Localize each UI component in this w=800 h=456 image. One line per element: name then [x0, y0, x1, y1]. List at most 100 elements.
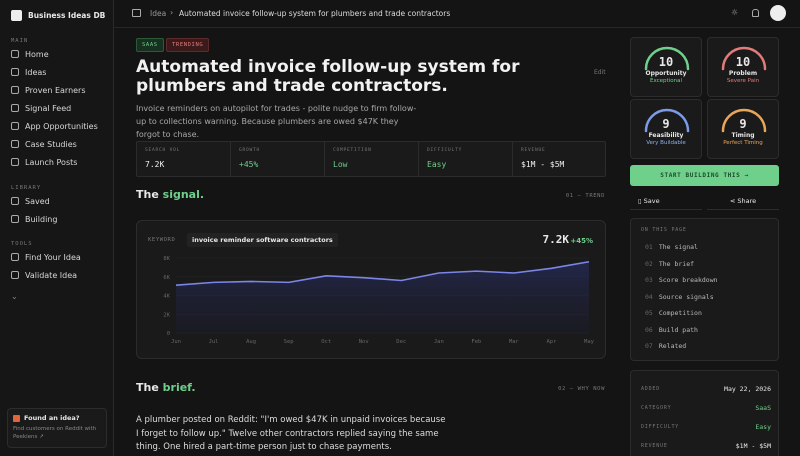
volume: 7.2K	[542, 233, 570, 246]
nav-icon	[11, 215, 19, 223]
tag: TRENDING	[166, 38, 210, 52]
heading-accent: brief.	[162, 381, 196, 394]
nav-icon	[11, 253, 19, 261]
nav-label: Case Studies	[25, 139, 77, 149]
logo	[11, 10, 22, 21]
toc-item[interactable]: 07 Related	[645, 342, 686, 350]
y-tick-label: 6K	[163, 275, 170, 281]
toc-label: Score breakdown	[658, 276, 718, 284]
nav-item[interactable]: Launch Posts	[11, 156, 77, 168]
avatar[interactable]	[770, 5, 786, 21]
y-tick-label: 8K	[163, 256, 170, 262]
breadcrumb-current: Automated invoice follow-up system for p…	[179, 9, 451, 18]
meta-value: Easy	[755, 423, 771, 431]
score-title: Opportunity	[645, 70, 687, 77]
keyword: invoice reminder software contractors	[187, 233, 338, 247]
save-button[interactable]: ▯ Save	[630, 192, 702, 210]
toc-number: 04	[645, 292, 653, 301]
toc-label: Related	[658, 342, 687, 350]
start-building-button[interactable]: START BUILDING THIS →	[630, 165, 779, 186]
stat-value: 7.2K	[145, 160, 165, 169]
nav-icon	[11, 104, 19, 112]
heading-lead: The	[136, 188, 159, 201]
gauge-arc	[644, 108, 690, 133]
gauge-arc	[721, 46, 767, 71]
nav-item[interactable]: Find Your Idea	[11, 251, 81, 263]
section-heading: The brief.	[136, 381, 196, 394]
toc-card	[630, 218, 779, 361]
trend-card: KEYWORD invoice reminder software contra…	[136, 220, 606, 359]
section-index: 01 — TREND	[565, 193, 605, 199]
breadcrumb-sep: ›	[170, 8, 174, 17]
nav-section-label: TOOLS	[11, 241, 33, 247]
nav-item[interactable]: Case Studies	[11, 138, 77, 150]
brief-text: A plumber posted on Reddit: "I'm owed $4…	[136, 415, 446, 452]
toc-item[interactable]: 01 The signal	[645, 243, 698, 251]
x-tick-label: Jul	[209, 339, 219, 345]
x-tick-label: Sep	[284, 339, 294, 345]
stat: DIFFICULTY Easy	[419, 142, 513, 177]
toc-item[interactable]: 02 The brief	[645, 260, 694, 268]
toc-item[interactable]: 05 Competition	[645, 309, 702, 317]
share-button[interactable]: ⋖ Share	[707, 192, 779, 210]
toc-number: 03	[645, 276, 653, 284]
nav-item[interactable]: Validate Idea	[11, 269, 77, 281]
nav-label: Ideas	[25, 67, 47, 77]
nav-item[interactable]: Saved	[11, 195, 50, 207]
edit-button[interactable]: Edit	[594, 69, 606, 76]
sidebar-toggle[interactable]	[132, 9, 141, 17]
y-tick-label: 0	[167, 331, 170, 337]
toc-number: 01	[645, 243, 653, 251]
score-value: 9	[662, 117, 670, 131]
score-value: 10	[658, 55, 674, 69]
nav-item[interactable]: Building	[11, 213, 57, 225]
score-title: Problem	[728, 70, 758, 77]
toc-item[interactable]: 06 Build path	[645, 326, 698, 334]
line	[175, 260, 590, 286]
nav-item[interactable]: Signal Feed	[11, 102, 71, 114]
nav-item[interactable]: Ideas	[11, 66, 46, 78]
nav-label: Launch Posts	[25, 157, 78, 167]
nav-item[interactable]: Proven Earners	[11, 84, 86, 96]
nav-label: Validate Idea	[25, 270, 78, 280]
stat-label: REVENUE	[521, 148, 546, 153]
nav-label: Signal Feed	[25, 103, 72, 113]
expand-icon[interactable]: ⌄	[11, 292, 18, 301]
brand: Business Ideas DB	[28, 11, 106, 20]
stat: REVENUE $1M - $5M	[513, 142, 607, 177]
toc-item[interactable]: 03 Score breakdown	[645, 276, 718, 284]
toc-label: Build path	[658, 325, 698, 334]
nav-icon	[11, 271, 19, 279]
nav-label: Building	[25, 214, 58, 224]
gauge	[721, 46, 767, 71]
breadcrumb-root[interactable]: Idea	[150, 9, 167, 18]
area	[176, 261, 589, 333]
meta-label: DIFFICULTY	[641, 424, 680, 430]
notifications[interactable]	[752, 9, 759, 17]
gauge-arc	[644, 46, 690, 71]
score-sub: Severe Pain	[726, 78, 760, 84]
nav-label: Proven Earners	[25, 85, 86, 95]
promo-card[interactable]: Found an idea? Find customers on Reddit …	[7, 408, 107, 448]
toc-label: The signal	[658, 243, 698, 251]
sidebar: Business Ideas DB MAIN Home Ideas Proven Ea…	[0, 0, 114, 456]
theme-toggle[interactable]: ☼	[731, 8, 739, 17]
heading-lead: The	[136, 381, 159, 394]
heading-accent: signal.	[162, 188, 205, 201]
x-tick-label: Jan	[434, 339, 444, 345]
toc-item[interactable]: 04 Source signals	[645, 293, 714, 301]
toc-number: 07	[645, 342, 653, 350]
share-label: Share	[737, 197, 757, 205]
meta-value: May 22, 2026	[724, 385, 771, 393]
score-title: Timing	[731, 132, 755, 139]
x-tick-label: May	[584, 339, 595, 345]
nav-item[interactable]: App Opportunities	[11, 120, 98, 132]
nav-item[interactable]: Home	[11, 48, 49, 60]
meta-value: SaaS	[755, 404, 771, 412]
score-value: 9	[739, 117, 747, 131]
x-tick-label: Oct	[321, 339, 331, 345]
nav-icon	[11, 86, 19, 94]
growth: +45%	[570, 237, 593, 245]
gauge	[644, 46, 690, 71]
